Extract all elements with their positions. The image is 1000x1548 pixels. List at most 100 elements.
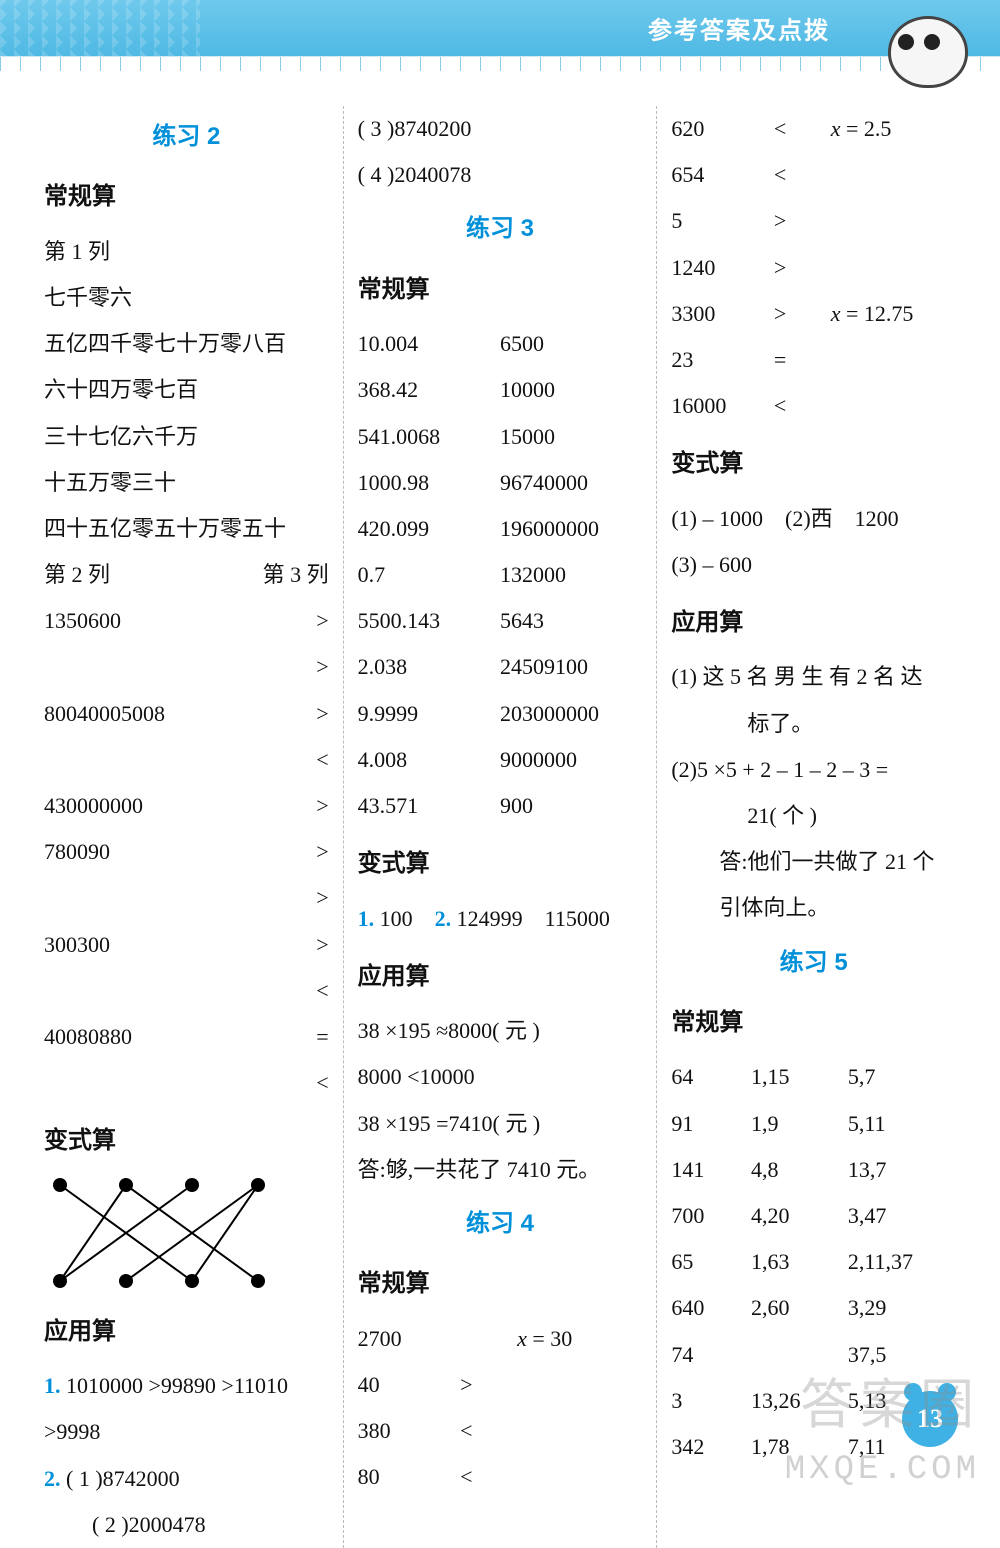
compare-symbol: < [316, 1060, 328, 1106]
compare-symbol: > [316, 875, 328, 921]
pair-left: 541.0068 [358, 414, 500, 460]
pair-row: 43.571900 [358, 783, 643, 829]
heading-yingyong-2: 应用算 [358, 952, 643, 1002]
triple-cell: 64 [671, 1054, 751, 1100]
app-line: 答:够,一共花了 7410 元。 [358, 1147, 643, 1193]
pair-right: 10000 [500, 367, 642, 413]
heading-changgui-1: 常规算 [44, 172, 329, 222]
cn-number-line: 五亿四千零七十万零八百 [44, 321, 329, 367]
chinese-number-list: 七千零六五亿四千零七十万零八百六十四万零七百三十七亿六千万十五万零三十四十五亿零… [44, 275, 329, 552]
app-lines-3: (1) 这 5 名 男 生 有 2 名 达标了。(2)5 ×5 + 2 – 1 … [671, 654, 956, 931]
pair-row: 368.4210000 [358, 367, 643, 413]
compare-value: 300300 [44, 922, 110, 968]
triple-cell: 13,7 [848, 1147, 956, 1193]
compare-row: 1350600> [44, 598, 329, 644]
ex4-a: 2700 [358, 1316, 460, 1362]
ex4-b [460, 1316, 517, 1362]
compare-row: > [44, 644, 329, 690]
ex4-c [831, 245, 956, 291]
pair-right: 24509100 [500, 644, 642, 690]
ex4-b: < [774, 152, 831, 198]
ex4-b: > [774, 198, 831, 244]
compare-row: 40080880= [44, 1014, 329, 1060]
ex4-a: 80 [358, 1454, 460, 1500]
compare-symbol: = [316, 1014, 328, 1060]
app-line: 标了。 [671, 701, 956, 747]
ex4-c [517, 1408, 642, 1454]
header-bar: 参考答案及点拨 [0, 0, 1000, 56]
matching-diagram [44, 1173, 274, 1293]
app-line: 8000 <10000 [358, 1054, 643, 1100]
bs-line: (3) – 600 [671, 542, 956, 588]
triple-cell: 1,78 [751, 1424, 848, 1470]
compare-symbol: > [316, 598, 328, 644]
app1-prefix: 1. [44, 1373, 61, 1398]
triple-cell: 74 [671, 1332, 751, 1378]
heading-changgui-3: 常规算 [358, 1259, 643, 1309]
compare-value: 430000000 [44, 783, 143, 829]
page-number-badge: 13 [902, 1391, 958, 1447]
compare-row: 80040005008> [44, 691, 329, 737]
pair-left: 2.038 [358, 644, 500, 690]
ex4-a: 620 [671, 106, 773, 152]
heading-bianshi-2: 变式算 [358, 839, 643, 889]
compare-symbol: > [316, 644, 328, 690]
compare-symbol: > [316, 783, 328, 829]
bs-v2b: 115000 [545, 906, 610, 931]
app1-line: 1. 1010000 >99890 >11010 >9998 [44, 1363, 329, 1455]
pair-row: 4.0089000000 [358, 737, 643, 783]
pair-row: 2.03824509100 [358, 644, 643, 690]
pair-row: 0.7132000 [358, 552, 643, 598]
column-2: ( 3 )8740200 ( 4 )2040078 练习 3 常规算 10.00… [343, 106, 657, 1548]
bs-v1: 100 [380, 906, 413, 931]
triple-row: 911,95,11 [671, 1101, 956, 1147]
triple-cell: 5,7 [848, 1054, 956, 1100]
pair-row: 541.006815000 [358, 414, 643, 460]
triple-row: 1414,813,7 [671, 1147, 956, 1193]
pre-row1: ( 3 )8740200 [358, 106, 643, 152]
content-columns: 练习 2 常规算 第 1 列 七千零六五亿四千零七十万零八百六十四万零七百三十七… [0, 86, 1000, 1548]
compare-row: < [44, 1060, 329, 1106]
pair-right: 900 [500, 783, 642, 829]
heading-ex3: 练习 3 [358, 204, 643, 254]
ex4-b: < [774, 106, 831, 152]
label-col2: 第 2 列 [44, 552, 110, 598]
cn-number-line: 三十七亿六千万 [44, 414, 329, 460]
compare-row: 300300> [44, 922, 329, 968]
app2-row1: ( 1 )8742000 [66, 1466, 180, 1491]
header-title: 参考答案及点拨 [648, 11, 830, 46]
triple-cell: 3,47 [848, 1193, 956, 1239]
ex4-a: 1240 [671, 245, 773, 291]
triple-cell: 1,63 [751, 1239, 848, 1285]
triple-row: 6402,603,29 [671, 1285, 956, 1331]
pair-row: 10.0046500 [358, 321, 643, 367]
ex4-b: = [774, 337, 831, 383]
compare-symbol: < [316, 737, 328, 783]
ex4-row: 2700x = 30 [358, 1316, 643, 1362]
label-col3: 第 3 列 [263, 552, 329, 598]
heading-ex2: 练习 2 [44, 112, 329, 162]
pair-right: 5643 [500, 598, 642, 644]
bs-p2: 2. [435, 906, 452, 931]
compare-row: > [44, 875, 329, 921]
ex4-c: x = 2.5 [831, 106, 956, 152]
pair-left: 43.571 [358, 783, 500, 829]
ex4-row: 16000< [671, 383, 956, 429]
ex4-c [831, 152, 956, 198]
ex4-b: > [774, 291, 831, 337]
triple-row: 74 37,5 [671, 1332, 956, 1378]
triple-cell: 37,5 [848, 1332, 956, 1378]
triple-cell: 640 [671, 1285, 751, 1331]
app2-line1: 2. ( 1 )8742000 [44, 1456, 329, 1502]
cn-number-line: 六十四万零七百 [44, 367, 329, 413]
heading-bianshi-1: 变式算 [44, 1116, 329, 1166]
column-3: 620<x = 2.5654<5>1240>3300>x = 12.7523=1… [656, 106, 970, 1548]
pair-right: 203000000 [500, 691, 642, 737]
triple-cell: 4,8 [751, 1147, 848, 1193]
triple-row: 641,155,7 [671, 1054, 956, 1100]
ex4-row: 40> [358, 1362, 643, 1408]
ex4-row: 654< [671, 152, 956, 198]
triple-cell: 2,11,37 [848, 1239, 956, 1285]
ex4-a: 16000 [671, 383, 773, 429]
heading-yingyong-1: 应用算 [44, 1307, 329, 1357]
